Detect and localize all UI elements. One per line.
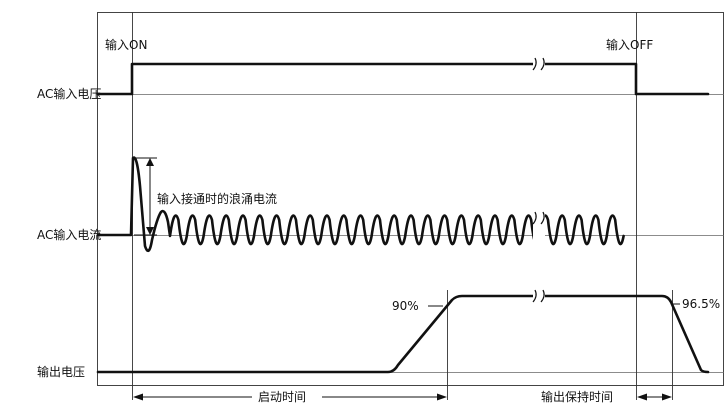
row-label-output-voltage: 输出电压 bbox=[37, 364, 85, 379]
hold-up-time-label: 输出保持时间 bbox=[541, 389, 613, 404]
row-label-ac-input-voltage: AC输入电压 bbox=[37, 86, 101, 101]
output-voltage-signal bbox=[96, 294, 710, 374]
event-label-input-on: 输入ON bbox=[105, 37, 147, 52]
hold-up-time-dimension bbox=[637, 393, 672, 401]
inrush-current-arrow bbox=[134, 157, 157, 236]
ac-input-voltage-signal bbox=[96, 62, 710, 96]
startup-time-dimension bbox=[133, 393, 447, 401]
row-label-ac-input-current: AC输入电流 bbox=[37, 227, 101, 242]
inrush-current-label: 输入接通时的浪涌电流 bbox=[157, 191, 277, 206]
voltage-break-mark bbox=[532, 57, 545, 71]
rise-percent-label: 90% bbox=[392, 299, 419, 313]
startup-time-label: 启动时间 bbox=[258, 390, 306, 404]
current-break-mark bbox=[532, 210, 545, 246]
event-label-input-off: 输入OFF bbox=[606, 37, 653, 52]
hold-percent-label: 96.5% bbox=[682, 297, 720, 311]
output-break-mark bbox=[532, 289, 545, 303]
